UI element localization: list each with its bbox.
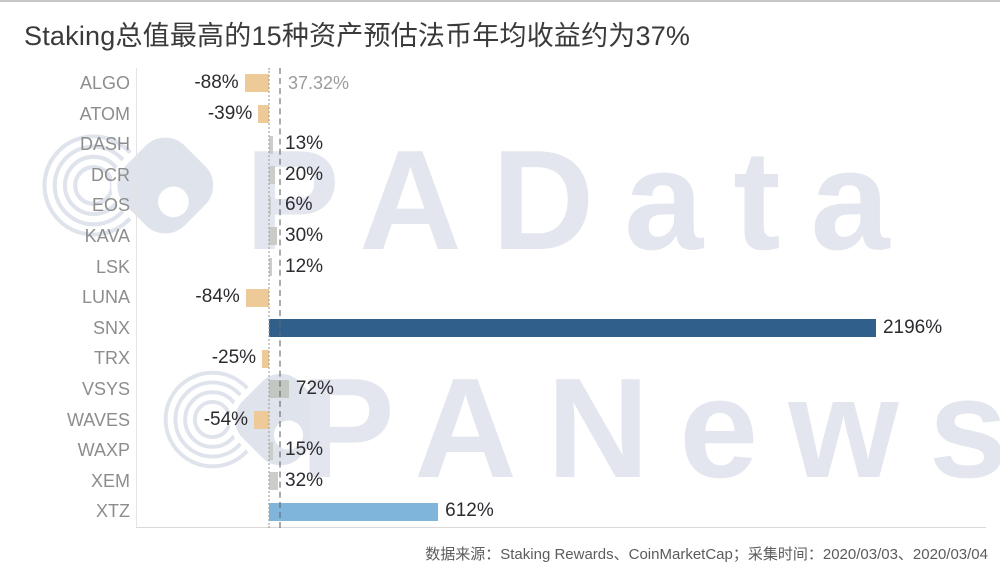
category-label: WAVES xyxy=(66,409,130,430)
value-label: 12% xyxy=(285,255,324,277)
bar-waves xyxy=(254,410,269,429)
value-label: 15% xyxy=(285,439,324,461)
bar-snx xyxy=(269,319,876,338)
plot-area: 37.32% ALGO -88% ATOM -39% DASH 13% DCR 20% EOS 6… xyxy=(0,68,1000,528)
value-label: 2196% xyxy=(882,316,943,338)
value-label: -25% xyxy=(211,347,257,369)
bar-dcr xyxy=(269,166,275,185)
bar-lsk xyxy=(269,257,273,276)
category-label: TRX xyxy=(94,348,130,369)
bar-waxp xyxy=(269,441,274,460)
panews-logo-icon xyxy=(42,131,220,240)
y-axis-line xyxy=(136,68,137,528)
padata-watermark-text: PAData xyxy=(245,121,920,280)
category-label: WAXP xyxy=(77,440,130,461)
category-label: LUNA xyxy=(81,287,130,308)
bar-xem xyxy=(269,472,278,491)
value-label: -84% xyxy=(195,286,240,308)
chart-title: Staking总值最高的15种资产预估法币年均收益约为37% xyxy=(24,21,691,51)
bar-vsys xyxy=(269,380,289,399)
category-label: EOS xyxy=(91,195,130,216)
panews-watermark-text: PANews xyxy=(300,349,1000,508)
category-label: DCR xyxy=(91,164,130,185)
data-source-note: 数据来源：Staking Rewards、CoinMarketCap；采集时间：… xyxy=(425,546,988,563)
zero-baseline xyxy=(268,68,270,528)
value-label: 20% xyxy=(285,163,324,185)
bar-algo xyxy=(244,74,269,93)
category-label: ATOM xyxy=(79,103,130,124)
bar-luna xyxy=(245,288,269,307)
bar-trx xyxy=(262,349,269,368)
value-label: 612% xyxy=(445,500,494,522)
value-label: -39% xyxy=(207,102,253,124)
value-label: 13% xyxy=(285,133,324,155)
category-label: XTZ xyxy=(96,501,130,522)
category-label: VSYS xyxy=(81,379,130,399)
category-label: XEM xyxy=(90,470,130,491)
category-label: SNX xyxy=(92,317,130,338)
category-label: DASH xyxy=(79,134,130,155)
bar-dash xyxy=(269,135,273,154)
value-label: 32% xyxy=(285,469,324,491)
value-label: -88% xyxy=(194,72,239,93)
category-label: ALGO xyxy=(79,73,130,93)
x-axis-line xyxy=(136,527,986,528)
category-label: KAVA xyxy=(84,226,130,246)
category-label: LSK xyxy=(95,256,130,277)
value-label: -54% xyxy=(203,408,249,430)
bar-kava xyxy=(269,227,278,246)
bar-atom xyxy=(258,104,269,123)
value-label: 6% xyxy=(285,194,313,216)
bar-xtz xyxy=(269,502,439,521)
value-label: 30% xyxy=(285,225,324,246)
value-label: 72% xyxy=(295,378,334,399)
average-reference-line xyxy=(279,68,281,528)
average-line-label: 37.32% xyxy=(288,73,350,93)
